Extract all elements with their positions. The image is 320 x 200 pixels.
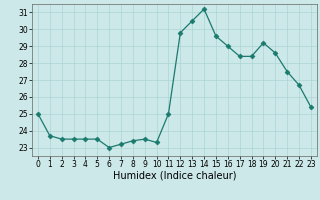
X-axis label: Humidex (Indice chaleur): Humidex (Indice chaleur): [113, 171, 236, 181]
